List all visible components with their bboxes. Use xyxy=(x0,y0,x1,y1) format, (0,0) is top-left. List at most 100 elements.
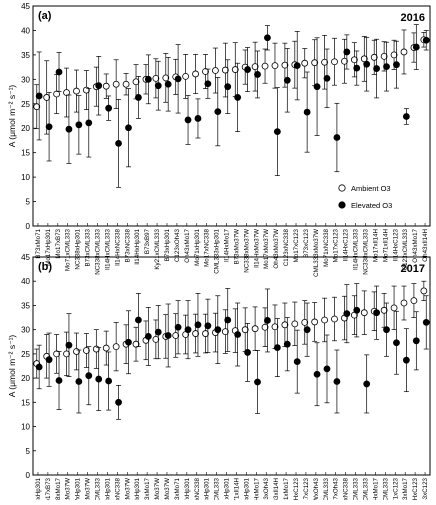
x-tick-label: Oh43xMo17 xyxy=(412,228,419,262)
ambient-o3-point xyxy=(281,321,289,329)
ambient-o3-point xyxy=(182,73,190,80)
ambient-o3-point xyxy=(102,82,110,90)
elevated-o3-point xyxy=(254,71,261,78)
elevated-o3-point xyxy=(65,125,73,133)
plot-frame xyxy=(32,5,431,227)
x-tick-label: Mo17xB73 xyxy=(55,228,62,258)
x-tick-label: CML333xHp301 xyxy=(214,228,221,273)
elevated-o3-point xyxy=(85,372,93,380)
x-tick-label: Mo71xNC338 xyxy=(114,477,121,500)
x-tick-label: Mo17xHp301 xyxy=(184,477,191,500)
elevated-o3-point xyxy=(402,356,410,364)
x-tick-label: Mo71xMo37W xyxy=(154,478,161,500)
elevated-o3-point xyxy=(283,340,291,348)
x-tick-label: B73xC123 xyxy=(303,228,310,257)
elevated-o3-point xyxy=(194,115,202,122)
x-tick-label: Mo17xC123 xyxy=(303,477,310,500)
chart-panel-0: 0 5 10 15 20 25 30 35 40 45 A (μmol m⁻² s⁻¹) (a) 201… xyxy=(7,2,431,277)
x-tick-label: C123xNC338 xyxy=(283,228,290,266)
ambient-o3-point xyxy=(112,80,120,88)
panel-label: (b) xyxy=(38,261,52,273)
ambient-o3-point xyxy=(331,58,338,66)
y-tick-label: 5 xyxy=(26,447,31,456)
x-tick-label: Mo37WxHp301 xyxy=(75,477,82,500)
ambient-o3-point xyxy=(132,340,140,348)
elevated-o3-point xyxy=(204,322,212,330)
ambient-o3-point xyxy=(341,57,348,65)
elevated-o3-point xyxy=(254,378,261,386)
x-tick-label: C123xCML333 xyxy=(402,228,409,270)
ambient-o3-point xyxy=(202,330,209,337)
y-tick-label: 20 xyxy=(21,124,30,133)
year-label: 2017 xyxy=(401,263,425,275)
ambient-o3-point xyxy=(251,63,259,71)
elevated-o3-point xyxy=(313,370,321,378)
x-tick-label: CML333xMo37W xyxy=(313,229,320,277)
elevated-o3-point xyxy=(412,43,420,51)
elevated-o3-point xyxy=(115,398,122,406)
elevated-o3-point xyxy=(353,306,361,314)
elevated-o3-point xyxy=(35,363,43,371)
elevated-o3-point xyxy=(234,94,242,101)
elevated-o3-point xyxy=(105,104,113,112)
panel-label: (a) xyxy=(38,10,52,22)
y-tick-label: 45 xyxy=(21,253,30,262)
ambient-o3-point xyxy=(112,343,120,351)
x-tick-label: Il14HxHp301 xyxy=(134,228,141,264)
y-tick-label: 25 xyxy=(21,350,30,359)
elevated-o3-point xyxy=(35,92,43,100)
x-tick-label: Il14HxMo17 xyxy=(372,477,379,500)
elevated-o3-point xyxy=(244,66,251,73)
x-tick-label: Il14HxC123 xyxy=(412,477,419,500)
x-tick-label: Mo17xOh43 xyxy=(333,477,340,500)
y-tick-label: 20 xyxy=(21,374,30,383)
elevated-o3-point xyxy=(353,64,361,72)
elevated-o3-point xyxy=(393,61,400,69)
elevated-o3-point xyxy=(422,318,430,326)
ambient-o3-point xyxy=(390,51,398,59)
elevated-o3-point xyxy=(244,349,251,356)
x-tick-label: Oh43xCML333 xyxy=(353,477,360,500)
elevated-o3-point xyxy=(184,326,192,334)
ambient-o3-point xyxy=(192,330,199,337)
ambient-o3-point xyxy=(321,316,328,324)
x-tick-label: NC338xCML333 xyxy=(95,228,102,274)
ambient-o3-point xyxy=(53,350,61,358)
x-tick-label: Il14HxC123 xyxy=(392,228,399,261)
x-tick-label: C123xHp301 xyxy=(204,477,211,500)
ambient-o3-point xyxy=(122,80,130,88)
elevated-o3-point xyxy=(323,365,331,373)
elevated-o3-point xyxy=(363,60,371,68)
y-tick-label: 10 xyxy=(21,423,30,432)
x-tick-label: Mo71xMo17 xyxy=(283,477,290,500)
elevated-o3-point xyxy=(174,75,182,83)
ambient-o3-point xyxy=(73,87,80,95)
x-tick-label: NC338xCML333 xyxy=(382,477,389,500)
elevated-o3-point xyxy=(75,121,83,129)
ambient-o3-point xyxy=(420,287,428,295)
x-tick-label: Ky21xCML333 xyxy=(154,228,161,269)
ambient-o3-point xyxy=(172,332,180,339)
y-tick-label: 35 xyxy=(21,301,30,310)
elevated-o3-point xyxy=(373,65,381,72)
elevated-o3-point xyxy=(383,63,390,71)
elevated-o3-point xyxy=(125,338,132,346)
elevated-o3-point xyxy=(204,80,212,88)
y-tick-label: 5 xyxy=(26,198,31,207)
elevated-o3-point xyxy=(135,94,142,101)
y-tick-label: 10 xyxy=(21,173,30,182)
elevated-o3-point xyxy=(303,326,311,334)
x-tick-label: B73xHp301 xyxy=(164,228,171,261)
elevated-o3-point xyxy=(224,83,232,91)
x-tick-label: B73xOh43 xyxy=(263,477,270,500)
elevated-o3-point xyxy=(95,375,103,383)
x-tick-label: Mo71xHp301 xyxy=(224,477,231,500)
elevated-o3-point xyxy=(125,124,132,132)
elevated-o3-point xyxy=(174,323,182,331)
x-tick-label: B73xNC338 xyxy=(124,228,131,262)
y-tick-label: 40 xyxy=(21,277,30,286)
ambient-o3-point xyxy=(321,58,328,66)
x-tick-label: Il14HxMo37W xyxy=(65,478,72,500)
x-tick-label: Il14HxHp301 xyxy=(134,477,141,500)
x-tick-label: C123xMo71 xyxy=(174,477,181,500)
